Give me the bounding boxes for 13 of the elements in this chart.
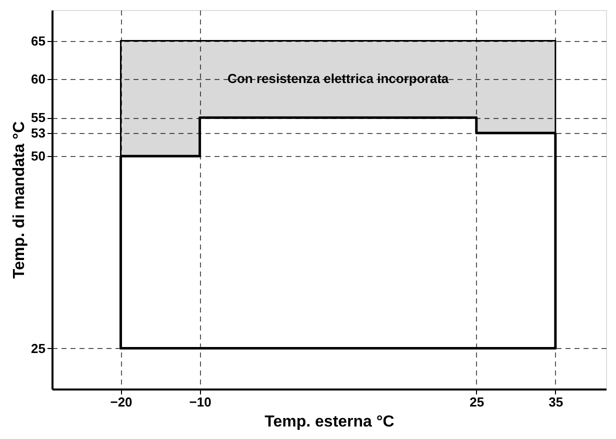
y-tick-label: 50 (31, 148, 46, 164)
x-tick-label: −20 (110, 394, 132, 410)
y-tick-label: 65 (31, 33, 46, 48)
y-tick-label: 60 (31, 72, 46, 87)
annotation: Con resistenza elettrica incorporata (228, 71, 450, 86)
y-tick-label: 25 (31, 340, 46, 356)
y-tick-label: 53 (31, 126, 46, 140)
x-tick-label: 25 (470, 394, 484, 410)
x-tick-label: −10 (189, 394, 212, 410)
x-tick-label: 35 (548, 394, 564, 410)
y-axis-title: Temp. di mandata °C (11, 120, 28, 279)
x-axis-title: Temp. esterna °C (264, 414, 395, 430)
y-tick-label: 55 (31, 110, 46, 126)
